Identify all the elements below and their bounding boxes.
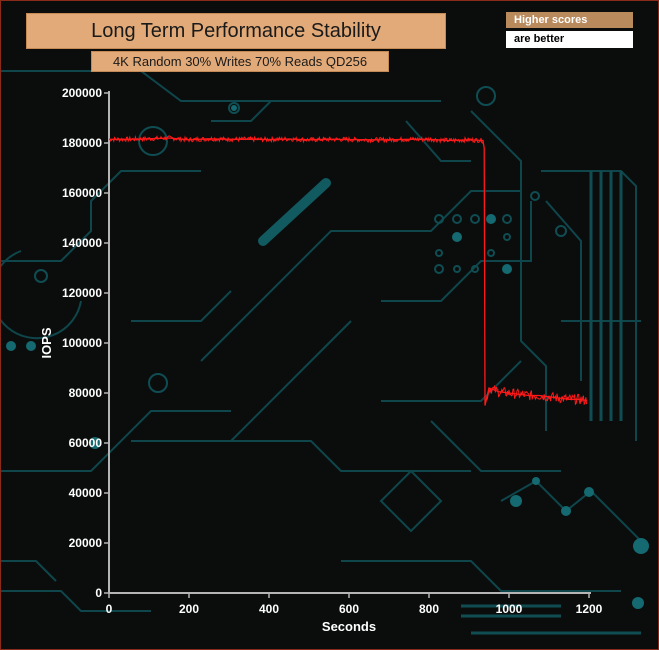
series-line — [109, 137, 588, 406]
y-axis-ticks: 0 20000 40000 60000 80000 100000 120000 140000 1… — [62, 86, 109, 600]
x-axis-title: Seconds — [322, 619, 376, 634]
x-tick-label: 0 — [106, 602, 113, 616]
x-tick-label: 1000 — [496, 602, 523, 616]
y-tick-label: 80000 — [69, 386, 103, 400]
x-tick-label: 400 — [259, 602, 279, 616]
y-tick-label: 160000 — [62, 186, 102, 200]
y-tick-label: 20000 — [69, 536, 103, 550]
y-tick-label: 180000 — [62, 136, 102, 150]
series-noise — [108, 135, 588, 406]
y-tick-label: 0 — [95, 586, 102, 600]
chart-subtitle: 4K Random 30% Writes 70% Reads QD256 — [91, 51, 389, 72]
y-tick-label: 140000 — [62, 236, 102, 250]
y-tick-label: 60000 — [69, 436, 103, 450]
chart-title: Long Term Performance Stability — [26, 13, 446, 49]
x-tick-label: 1200 — [576, 602, 603, 616]
y-tick-label: 40000 — [69, 486, 103, 500]
y-tick-label: 200000 — [62, 86, 102, 100]
x-axis-ticks: 0 200 400 600 800 1000 1200 — [106, 593, 603, 616]
higher-scores-note: Higher scores — [506, 12, 633, 28]
are-better-note: are better — [506, 31, 633, 48]
x-tick-label: 200 — [179, 602, 199, 616]
series-layer — [108, 135, 588, 406]
x-tick-label: 600 — [339, 602, 359, 616]
y-tick-label: 120000 — [62, 286, 102, 300]
y-axis-title: IOPS — [39, 327, 54, 358]
y-tick-label: 100000 — [62, 336, 102, 350]
x-tick-label: 800 — [419, 602, 439, 616]
